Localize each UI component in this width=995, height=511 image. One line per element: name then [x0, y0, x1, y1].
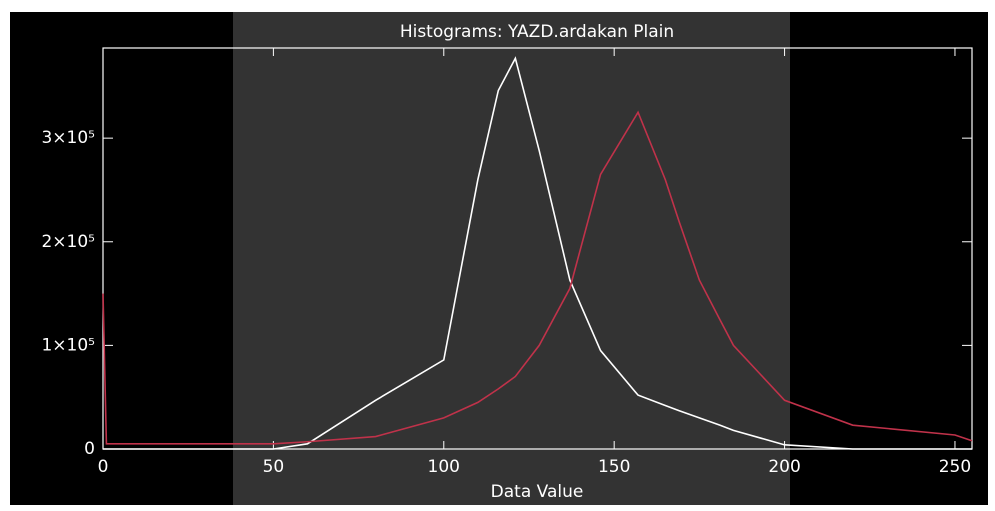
y-tick-label: 0: [84, 439, 95, 459]
x-tick-label: 100: [428, 457, 460, 477]
chart-title: Histograms: YAZD.ardakan Plain: [400, 22, 674, 42]
series-line: [102, 110, 973, 445]
plot-frame: [102, 47, 973, 450]
y-tick-label: 3×10⁵: [41, 128, 95, 148]
x-tick-label: 150: [598, 457, 630, 477]
watermark-panel: [233, 12, 790, 505]
y-tick-label: 2×10⁵: [41, 232, 95, 252]
x-tick-label: 0: [98, 457, 109, 477]
y-tick-label: 1×10⁵: [41, 335, 95, 355]
x-axis-label: Data Value: [491, 482, 584, 502]
x-tick-label: 250: [939, 457, 971, 477]
x-tick-label: 200: [768, 457, 800, 477]
series-line: [103, 56, 972, 450]
x-tick-label: 50: [263, 457, 285, 477]
